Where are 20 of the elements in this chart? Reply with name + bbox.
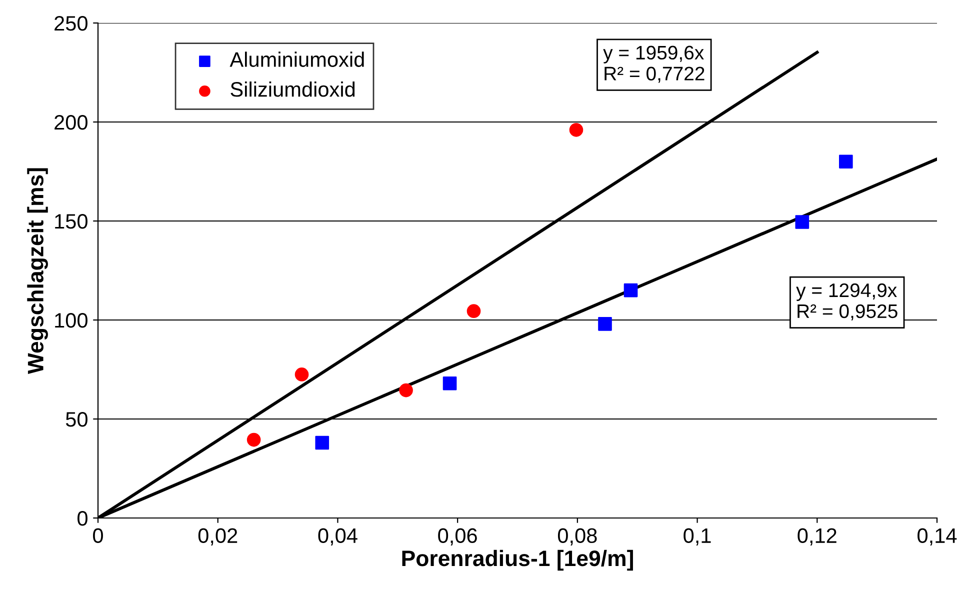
y-tick-label: 250 [54, 16, 88, 31]
x-tick-label: 0,02 [198, 528, 238, 546]
y-tick-label: 200 [54, 115, 88, 130]
x-tick-label: 0 [93, 528, 103, 544]
y-tick-label: 100 [55, 313, 88, 328]
annotation: y = 1294,9x R² = 0,9525 [796, 283, 898, 320]
y-axis-title: Wegschlagzeit [ms] [27, 168, 48, 374]
x-tick-label: 0,12 [798, 528, 836, 546]
y-tick-label: 50 [66, 412, 88, 427]
legend-label: Siliziumdioxid [230, 81, 355, 97]
annotation: y = 1959,6x R² = 0,7722 [603, 46, 704, 83]
x-tick-label: 0,14 [918, 528, 957, 546]
x-tick-label: 0,06 [438, 528, 477, 546]
legend-label: Aluminiumoxid [230, 52, 364, 67]
x-tick-label: 0,04 [318, 528, 358, 546]
x-tick-label: 0,08 [558, 528, 597, 546]
x-axis-title: Porenradius-1 [1e9/m] [402, 550, 633, 571]
x-tick-label: 0,1 [684, 528, 711, 546]
y-tick-label: 150 [55, 214, 88, 229]
y-tick-label: 0 [78, 511, 88, 526]
